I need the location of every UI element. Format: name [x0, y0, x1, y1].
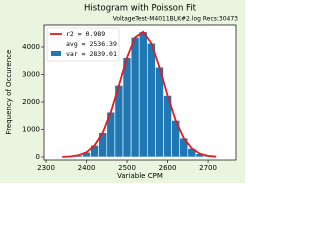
y-tick-label: 2000	[22, 98, 40, 106]
y-axis-label: Frequency of Occurence	[5, 50, 13, 135]
legend-label: var = 2839.01	[66, 50, 117, 58]
x-tick-label: 2400	[78, 164, 96, 172]
x-tick-label: 2500	[118, 164, 136, 172]
chart-title: Histogram with Poisson Fit	[84, 4, 197, 14]
fit-line	[62, 30, 217, 158]
x-tick-label: 2600	[159, 164, 177, 172]
y-tick-label: 4000	[22, 43, 40, 51]
axes-frame	[43, 24, 237, 161]
chart-subtitle: VoltageTest-M4011BLK#2.log Recs:30473	[113, 16, 238, 23]
legend-annotation: avg = 2536.39	[66, 40, 117, 48]
bar	[155, 66, 164, 158]
chart: Histogram with Poisson Fit VoltageTest-M…	[0, 0, 245, 183]
legend-swatch	[51, 51, 61, 56]
x-tick-label: 2700	[199, 164, 217, 172]
legend-label: r2 = 0.989	[66, 30, 105, 38]
bar	[146, 42, 156, 158]
y-tick-label: 0	[36, 153, 40, 161]
x-tick-label: 2300	[37, 164, 55, 172]
y-tick-label: 3000	[22, 71, 40, 79]
bar	[122, 57, 132, 158]
bar	[130, 37, 140, 158]
legend-box	[46, 27, 120, 62]
x-axis-label: Variable CPM	[117, 172, 163, 180]
y-tick-label: 1000	[22, 126, 40, 134]
bar	[138, 31, 148, 158]
